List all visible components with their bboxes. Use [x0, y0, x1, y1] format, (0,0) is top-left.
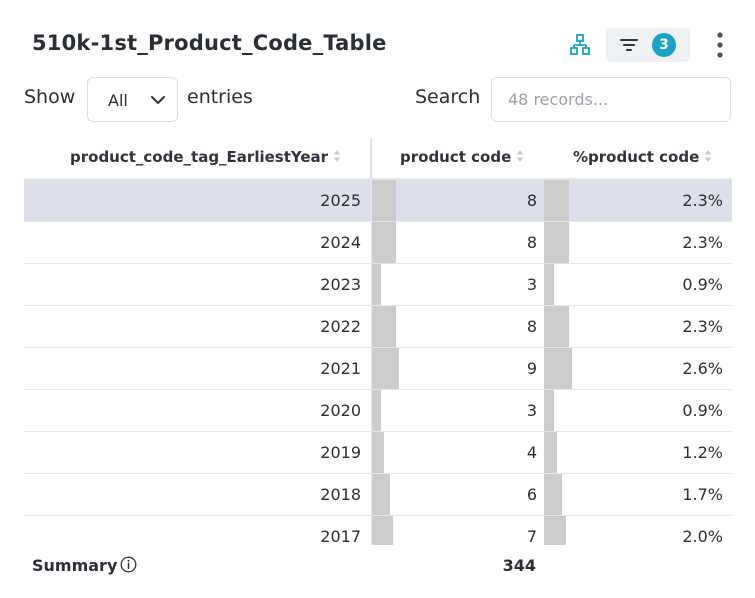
- cell-year: 2024: [320, 233, 361, 252]
- cell-product-code: 8: [526, 233, 537, 252]
- column-divider: [370, 137, 372, 179]
- cell-pct-product-code: 2.3%: [682, 233, 723, 252]
- summary-total: 344: [502, 556, 536, 575]
- column-header-label: product code: [400, 148, 512, 166]
- more-vertical-icon[interactable]: [713, 30, 727, 60]
- product-code-bar: [372, 516, 393, 545]
- show-label: Show: [24, 86, 76, 108]
- table-row[interactable]: 2023 3 0.9%: [24, 264, 732, 306]
- column-divider: [371, 222, 372, 263]
- pct-product-code-bar: [544, 222, 569, 263]
- pct-product-code-bar: [544, 306, 569, 347]
- table-row[interactable]: 2017 7 2.0%: [24, 516, 732, 545]
- entries-label: entries: [187, 86, 253, 108]
- column-divider: [371, 474, 372, 515]
- pct-product-code-bar: [544, 264, 554, 305]
- filter-count-badge: 3: [652, 33, 676, 57]
- table-row[interactable]: 2022 8 2.3%: [24, 306, 732, 348]
- cell-product-code: 7: [526, 527, 537, 545]
- cell-year: 2020: [320, 401, 361, 420]
- column-header-label: product_code_tag_EarliestYear: [70, 148, 329, 166]
- column-divider: [371, 306, 372, 347]
- product-code-bar: [372, 222, 396, 263]
- cell-year: 2022: [320, 317, 361, 336]
- cell-product-code: 9: [526, 359, 537, 378]
- pct-product-code-bar: [544, 390, 554, 431]
- pct-product-code-bar: [544, 180, 569, 221]
- pct-product-code-bar: [544, 474, 562, 515]
- product-code-bar: [372, 264, 381, 305]
- column-divider: [371, 264, 372, 305]
- cell-year: 2021: [320, 359, 361, 378]
- cell-year: 2017: [320, 527, 361, 545]
- summary-label: Summary: [32, 556, 118, 575]
- cell-pct-product-code: 1.7%: [682, 485, 723, 504]
- cell-product-code: 6: [526, 485, 537, 504]
- column-divider: [371, 516, 372, 545]
- sort-icon: [516, 149, 524, 162]
- product-code-bar: [372, 348, 399, 389]
- cell-year: 2025: [320, 191, 361, 210]
- pct-product-code-bar: [544, 432, 557, 473]
- info-icon[interactable]: [120, 556, 137, 573]
- cell-pct-product-code: 2.6%: [682, 359, 723, 378]
- cell-product-code: 3: [526, 275, 537, 294]
- column-header-year[interactable]: product_code_tag_EarliestYear: [70, 137, 341, 178]
- filter-icon: [620, 39, 638, 51]
- header-rule: [24, 178, 732, 180]
- chevron-down-icon: [151, 96, 165, 104]
- cell-pct-product-code: 2.3%: [682, 191, 723, 210]
- cell-product-code: 3: [526, 401, 537, 420]
- column-header-product-code[interactable]: product code: [400, 137, 524, 178]
- sort-icon: [704, 149, 712, 162]
- search-input[interactable]: [491, 77, 731, 122]
- cell-pct-product-code: 2.3%: [682, 317, 723, 336]
- cell-pct-product-code: 2.0%: [682, 527, 723, 545]
- product-code-bar: [372, 180, 396, 221]
- table-row[interactable]: 2018 6 1.7%: [24, 474, 732, 516]
- product-code-bar: [372, 432, 384, 473]
- product-code-bar: [372, 390, 381, 431]
- cell-product-code: 4: [526, 443, 537, 462]
- cell-year: 2018: [320, 485, 361, 504]
- table-row[interactable]: 2019 4 1.2%: [24, 432, 732, 474]
- table-row[interactable]: 2021 9 2.6%: [24, 348, 732, 390]
- summary-row: Summary: [32, 556, 137, 575]
- column-header-pct-product-code[interactable]: %product code: [573, 137, 712, 178]
- product-code-bar: [372, 474, 390, 515]
- sort-icon: [333, 149, 341, 162]
- pct-product-code-bar: [544, 348, 572, 389]
- column-divider: [371, 432, 372, 473]
- column-divider: [371, 180, 372, 221]
- column-divider: [371, 390, 372, 431]
- cell-pct-product-code: 0.9%: [682, 275, 723, 294]
- product-code-bar: [372, 306, 396, 347]
- table-row[interactable]: 2020 3 0.9%: [24, 390, 732, 432]
- table-row[interactable]: 2024 8 2.3%: [24, 222, 732, 264]
- cell-year: 2019: [320, 443, 361, 462]
- search-label: Search: [415, 86, 481, 108]
- table-row[interactable]: 2025 8 2.3%: [24, 180, 732, 222]
- pct-product-code-bar: [544, 516, 566, 545]
- cell-product-code: 8: [526, 317, 537, 336]
- cell-pct-product-code: 1.2%: [682, 443, 723, 462]
- cell-pct-product-code: 0.9%: [682, 401, 723, 420]
- page-size-select[interactable]: All: [87, 77, 178, 122]
- cell-product-code: 8: [526, 191, 537, 210]
- column-divider: [371, 348, 372, 389]
- table-body[interactable]: 2025 8 2.3% 2024 8 2.3% 2023 3 0.9% 2022 8 2.3% 2021…: [24, 180, 732, 545]
- cell-year: 2023: [320, 275, 361, 294]
- hierarchy-icon[interactable]: [570, 34, 590, 56]
- table-title: 510k-1st_Product_Code_Table: [32, 31, 387, 55]
- filter-button[interactable]: 3: [606, 28, 690, 62]
- page-size-value: All: [108, 91, 128, 110]
- column-header-label: %product code: [573, 148, 700, 166]
